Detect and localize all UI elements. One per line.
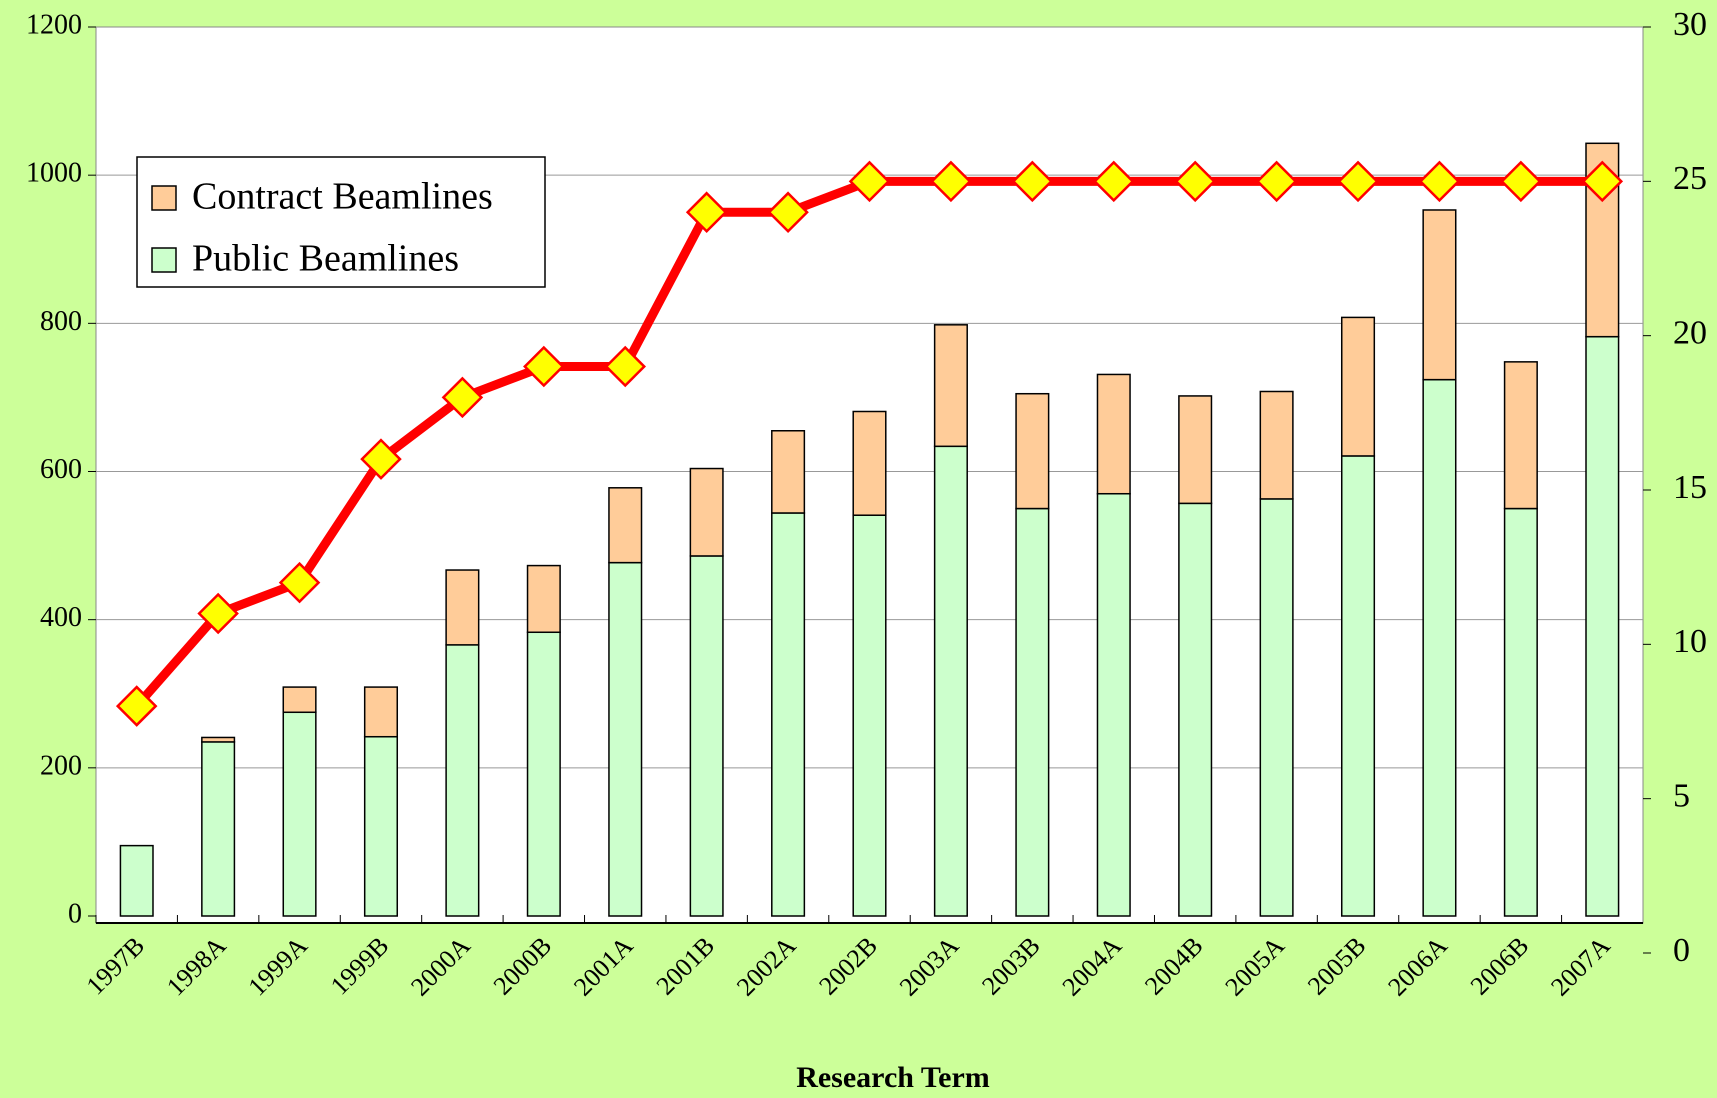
bar <box>1259 498 1294 917</box>
line-marker <box>197 592 239 635</box>
bar <box>608 561 643 917</box>
bar <box>1178 502 1213 917</box>
y-tick-label: 1000 <box>26 158 82 189</box>
bar <box>1422 378 1457 917</box>
line-marker <box>1174 160 1216 203</box>
bar <box>1015 507 1050 917</box>
bar <box>852 514 887 917</box>
line-marker <box>848 160 891 203</box>
line-marker <box>1255 160 1298 203</box>
line-marker <box>1092 160 1135 203</box>
y-tick-label: 400 <box>40 602 82 633</box>
bar <box>1096 373 1131 495</box>
y-tick-label: 600 <box>40 454 82 485</box>
bar <box>689 555 724 917</box>
y2-tick-label: 0 <box>1673 932 1690 969</box>
bar <box>1178 395 1213 505</box>
legend-box <box>136 156 546 288</box>
bar <box>201 736 236 743</box>
bar <box>282 711 317 917</box>
bar <box>1340 455 1376 917</box>
line-marker <box>1418 160 1461 203</box>
bar <box>771 430 806 514</box>
line-marker <box>685 191 728 233</box>
line-marker <box>604 345 647 388</box>
y-tick-label: 800 <box>40 306 82 337</box>
line-marker <box>767 191 809 233</box>
line-marker <box>930 160 972 203</box>
y2-tick-label: 5 <box>1673 777 1690 814</box>
bar <box>201 741 236 917</box>
bar <box>1503 507 1538 917</box>
bar <box>689 467 724 557</box>
bar <box>1585 335 1620 917</box>
bar <box>852 410 887 516</box>
y-tick-label: 200 <box>40 750 82 781</box>
bar <box>363 735 399 917</box>
bar <box>526 631 561 917</box>
y-tick-label: 0 <box>68 898 82 929</box>
y2-tick-label: 15 <box>1673 469 1707 506</box>
bar <box>1015 392 1050 510</box>
legend-label: Contract Beamlines <box>192 176 493 218</box>
bar <box>445 569 480 646</box>
bar <box>1422 209 1457 381</box>
line-marker <box>1337 160 1379 203</box>
legend-swatch <box>151 247 177 273</box>
line-marker <box>115 685 158 727</box>
bar <box>526 564 561 634</box>
legend-label: Public Beamlines <box>192 238 459 280</box>
bar <box>363 686 399 738</box>
bar <box>1259 390 1294 500</box>
bar <box>1340 316 1376 457</box>
y2-tick-label: 20 <box>1673 314 1707 351</box>
line-marker <box>278 561 321 604</box>
bar <box>608 487 643 564</box>
y2-tick-label: 30 <box>1673 6 1707 43</box>
bar <box>1096 492 1131 917</box>
bar <box>445 644 480 917</box>
line-marker <box>1500 160 1542 203</box>
bar <box>1503 361 1538 510</box>
line-marker <box>1581 160 1624 203</box>
line-marker <box>1011 160 1054 203</box>
y-tick-label: 1200 <box>26 9 82 40</box>
bar <box>771 512 806 917</box>
bar <box>933 324 968 448</box>
line-marker <box>360 438 402 480</box>
y2-tick-label: 25 <box>1673 160 1707 197</box>
bar <box>282 686 317 714</box>
bar <box>119 844 154 917</box>
x-axis-title: Research Term <box>796 1061 990 1094</box>
y2-tick-label: 10 <box>1673 623 1707 660</box>
legend-swatch <box>151 185 177 211</box>
bar <box>933 445 968 917</box>
line-marker <box>441 376 484 419</box>
line-marker <box>523 345 565 388</box>
